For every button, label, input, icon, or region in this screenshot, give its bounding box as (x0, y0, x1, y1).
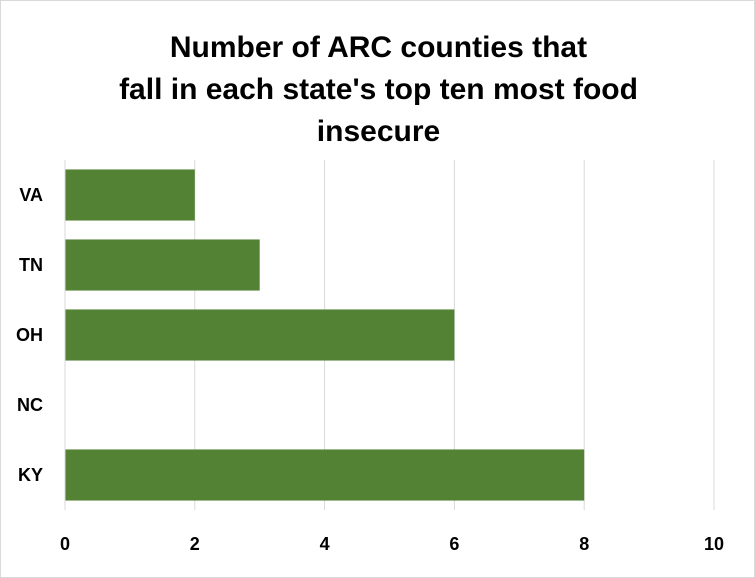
bar-va (65, 169, 195, 221)
chart-title-line-1: Number of ARC counties that (169, 31, 588, 64)
x-tick-label-2: 2 (190, 534, 200, 554)
chart-title-line-2: fall in each state's top ten most food (119, 73, 638, 106)
y-tick-label-va: VA (19, 185, 43, 205)
y-tick-label-tn: TN (19, 255, 43, 275)
chart-title-line-3: insecure (316, 115, 441, 148)
x-tick-label-4: 4 (320, 534, 330, 554)
bar-ky (65, 449, 585, 501)
y-tick-label-ky: KY (18, 465, 43, 485)
x-tick-label-10: 10 (704, 534, 724, 554)
bar-tn (65, 239, 260, 291)
y-tick-label-nc: NC (17, 395, 43, 415)
bar-oh (65, 309, 455, 361)
x-tick-label-0: 0 (60, 534, 70, 554)
y-tick-label-oh: OH (16, 325, 43, 345)
x-tick-label-8: 8 (579, 534, 589, 554)
x-tick-label-6: 6 (449, 534, 459, 554)
chart-title: Number of ARC counties that fall in each… (1, 27, 755, 153)
